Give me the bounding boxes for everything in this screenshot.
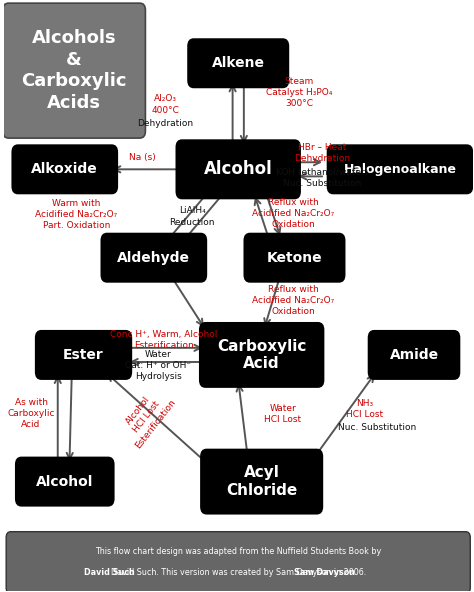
FancyBboxPatch shape [6,532,470,592]
Text: Halogenoalkane: Halogenoalkane [344,163,456,176]
Text: LiAlH₄
Reduction: LiAlH₄ Reduction [170,207,215,227]
Text: Water
Cat: H⁺ or OH⁻
Hydrolysis: Water Cat: H⁺ or OH⁻ Hydrolysis [126,350,191,381]
FancyBboxPatch shape [328,145,473,194]
Text: David Such. This version was created by Sam Davyson in 2006.: David Such. This version was created by … [110,568,366,577]
Text: Nuc. Substitution: Nuc. Substitution [338,423,416,433]
FancyBboxPatch shape [36,331,131,379]
Text: Ester: Ester [63,348,104,362]
Text: David Such: David Such [84,568,135,577]
Text: NH₃
HCl Lost: NH₃ HCl Lost [346,399,383,419]
Text: Alcohol
HCl Lost
Esterification: Alcohol HCl Lost Esterification [116,384,177,450]
Text: Reflux with
Acidified Na₂Cr₂O₇
Oxidation: Reflux with Acidified Na₂Cr₂O₇ Oxidation [253,285,335,316]
Text: Alkene: Alkene [212,56,264,70]
Text: HBr – Heat
Dehydration: HBr – Heat Dehydration [294,143,351,163]
FancyBboxPatch shape [176,140,300,198]
Text: As with
Carboxylic
Acid: As with Carboxylic Acid [7,398,55,429]
FancyBboxPatch shape [12,145,117,194]
Text: Water
HCl Lost: Water HCl Lost [264,404,301,424]
Text: KOH (ethanol/water)
Nuc. Substitution: KOH (ethanol/water) Nuc. Substitution [276,168,369,188]
Text: Conc H⁺, Warm, Alcohol
Esterification: Conc H⁺, Warm, Alcohol Esterification [110,330,218,350]
Text: Dehydration: Dehydration [137,119,193,128]
Text: Aldehyde: Aldehyde [118,250,191,265]
Text: Al₂O₃
400°C: Al₂O₃ 400°C [152,95,180,115]
FancyBboxPatch shape [201,449,322,514]
Text: Alkoxide: Alkoxide [31,162,98,176]
FancyBboxPatch shape [3,3,146,138]
Text: Acyl
Chloride: Acyl Chloride [226,465,297,498]
Text: Warm with
Acidified Na₂Cr₂O₇
Part. Oxidation: Warm with Acidified Na₂Cr₂O₇ Part. Oxida… [36,199,118,230]
Text: Alcohol: Alcohol [36,475,93,488]
FancyBboxPatch shape [16,458,114,506]
Text: Carboxylic
Acid: Carboxylic Acid [217,339,306,371]
FancyBboxPatch shape [200,323,324,387]
FancyBboxPatch shape [188,39,288,88]
Text: Amide: Amide [390,348,438,362]
Text: Na (s): Na (s) [129,153,155,162]
Text: Reflux with
Acidified Na₂Cr₂O₇
Oxidation: Reflux with Acidified Na₂Cr₂O₇ Oxidation [253,198,335,229]
Text: This flow chart design was adapted from the Nuffield Students Book by: This flow chart design was adapted from … [95,547,382,556]
Text: Alcohols
&
Carboxylic
Acids: Alcohols & Carboxylic Acids [21,29,127,111]
FancyBboxPatch shape [369,331,459,379]
FancyBboxPatch shape [244,233,345,282]
Text: Sam Davyson: Sam Davyson [294,568,356,577]
Text: Steam
Catalyst H₃PO₄
300°C: Steam Catalyst H₃PO₄ 300°C [266,77,332,108]
FancyBboxPatch shape [101,233,206,282]
Text: Ketone: Ketone [267,250,322,265]
Text: Alcohol: Alcohol [204,160,273,178]
